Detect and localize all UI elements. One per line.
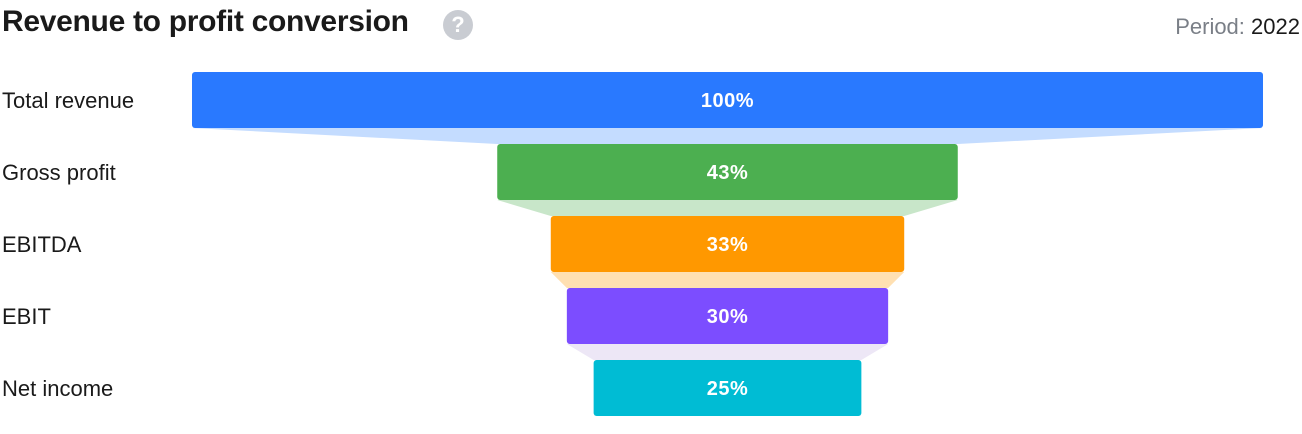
funnel-connector xyxy=(192,128,1263,144)
question-circle-icon[interactable]: ? xyxy=(443,10,473,40)
period-label: Period: xyxy=(1175,14,1245,39)
bar-value-label: 100% xyxy=(701,90,754,112)
funnel-bar[interactable] xyxy=(497,144,958,200)
funnel-bar[interactable] xyxy=(593,360,862,416)
stage-label: Total revenue xyxy=(2,88,134,113)
stage-label: EBIT xyxy=(2,304,51,329)
chart-header: Revenue to profit conversion ? Period: 2… xyxy=(0,0,1302,56)
bar-value-label: 43% xyxy=(707,162,749,184)
chart-title: Revenue to profit conversion xyxy=(2,5,409,38)
funnel-bar[interactable] xyxy=(192,72,1263,128)
stage-label: Net income xyxy=(2,376,113,401)
bar-value-label: 25% xyxy=(707,378,749,400)
bar-value-label: 33% xyxy=(707,234,749,256)
funnel-bar[interactable] xyxy=(566,288,889,344)
period-value: 2022 xyxy=(1251,14,1300,39)
funnel-connector xyxy=(550,272,905,288)
stage-label: EBITDA xyxy=(2,232,82,257)
stage-label: Gross profit xyxy=(2,160,116,185)
funnel-bar[interactable] xyxy=(550,216,905,272)
funnel-connector xyxy=(566,344,889,360)
bar-value-label: 30% xyxy=(707,306,749,328)
funnel-connector xyxy=(497,200,958,216)
period-indicator: Period: 2022 xyxy=(1175,14,1300,40)
